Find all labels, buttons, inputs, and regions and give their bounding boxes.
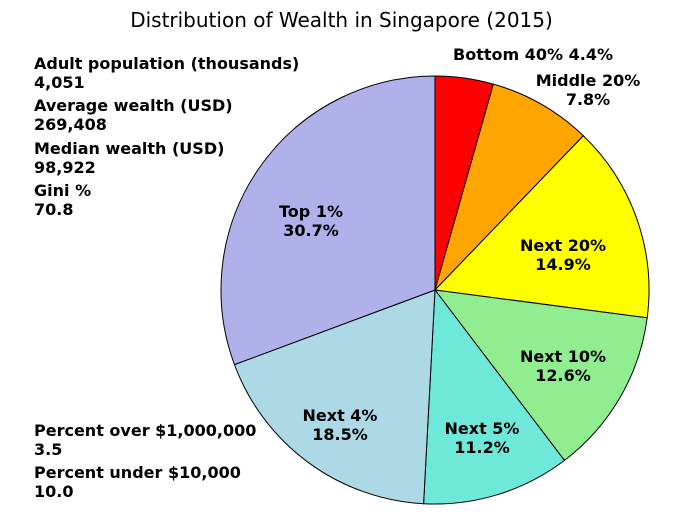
slice-label-next-5-name: Next 5% — [445, 419, 520, 438]
stat-label: Gini % — [34, 181, 92, 200]
pie-slice-next-4 — [233, 289, 436, 505]
chart-title: Distribution of Wealth in Singapore (201… — [130, 8, 553, 32]
slice-label-bottom-40: Bottom 40% 4.4% — [453, 45, 613, 64]
slice-label-top-1-value: 30.7% — [283, 221, 339, 240]
stat-value: 3.5 — [34, 440, 63, 459]
pie-slice-next-5 — [423, 288, 566, 505]
stat-label: Adult population (thousands) — [34, 54, 300, 73]
slice-label-next-5-value: 11.2% — [454, 438, 510, 457]
stat-average-wealth: Average wealth (USD) 269,408 — [34, 96, 233, 134]
slice-label-next-10-name: Next 10% — [520, 347, 606, 366]
pie-slice-next-10 — [433, 289, 648, 462]
stat-median-wealth: Median wealth (USD) 98,922 — [34, 139, 224, 177]
stat-percent-under-10000: Percent under $10,000 10.0 — [34, 463, 241, 501]
stat-value: 4,051 — [34, 73, 85, 92]
slice-label-next-10-value: 12.6% — [535, 366, 591, 385]
stat-label: Percent under $10,000 — [34, 463, 241, 482]
pie-slice-middle-20 — [434, 83, 585, 291]
slice-label-next-20-value: 14.9% — [535, 255, 591, 274]
stat-percent-over-million: Percent over $1,000,000 3.5 — [34, 421, 256, 459]
stat-label: Average wealth (USD) — [34, 96, 233, 115]
slice-label-middle-20-value: 7.8% — [566, 90, 610, 109]
pie-slice-top-1 — [220, 75, 436, 366]
slice-label-middle-20-name: Middle 20% — [536, 71, 641, 90]
slice-label-next-4-value: 18.5% — [312, 425, 368, 444]
pie-slice-next-20 — [433, 135, 650, 319]
slice-label-next-4-name: Next 4% — [303, 406, 378, 425]
stat-label: Percent over $1,000,000 — [34, 421, 257, 440]
slice-label-top-1-name: Top 1% — [279, 202, 343, 221]
stat-value: 98,922 — [34, 158, 96, 177]
stat-label: Median wealth (USD) — [34, 139, 225, 158]
stat-gini: Gini % 70.8 — [34, 181, 91, 219]
slice-label-next-20-name: Next 20% — [520, 236, 606, 255]
stat-value: 269,408 — [34, 115, 107, 134]
stat-value: 70.8 — [34, 200, 74, 219]
stat-value: 10.0 — [34, 482, 74, 501]
stat-adult-population: Adult population (thousands) 4,051 — [34, 54, 299, 92]
